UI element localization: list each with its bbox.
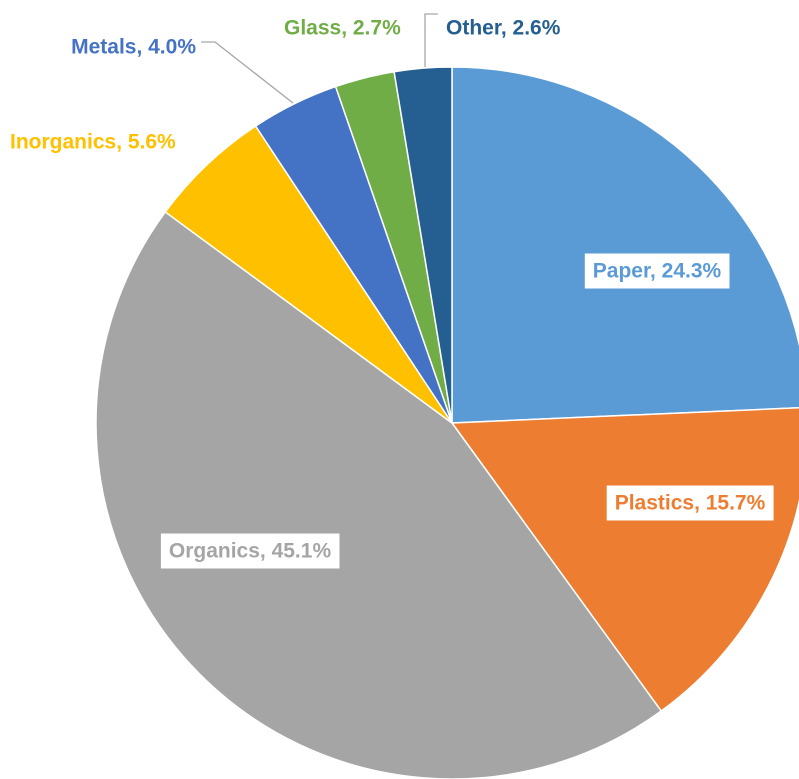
leader-lines xyxy=(201,13,438,104)
data-label-text-inorganics: Inorganics, 5.6% xyxy=(10,131,176,154)
data-label-text-organics: Organics, 45.1% xyxy=(169,540,332,563)
leader-line-metals xyxy=(201,41,294,104)
data-label-box-organics xyxy=(160,533,340,569)
data-label-text-glass: Glass, 2.7% xyxy=(284,17,401,40)
data-label-box-paper xyxy=(584,253,730,289)
pie-slice-other xyxy=(393,66,453,424)
data-label-box-plastics xyxy=(606,485,774,521)
pie-slice-paper xyxy=(451,66,799,424)
data-label-inorganics: Inorganics, 5.6% xyxy=(10,131,176,154)
data-label-metals: Metals, 4.0% xyxy=(71,36,196,59)
data-label-glass: Glass, 2.7% xyxy=(284,17,401,40)
data-label-text-plastics: Plastics, 15.7% xyxy=(615,492,766,515)
data-label-organics: Organics, 45.1% xyxy=(160,533,340,569)
data-label-paper: Paper, 24.3% xyxy=(584,253,730,289)
data-labels: Paper, 24.3% Plastics, 15.7% Organics, 45.… xyxy=(10,17,774,569)
pie-slice-organics xyxy=(95,210,663,779)
pie-slices xyxy=(95,66,799,779)
data-label-other: Other, 2.6% xyxy=(446,17,561,40)
data-label-text-other: Other, 2.6% xyxy=(446,17,561,40)
pie-slice-plastics xyxy=(450,406,799,713)
data-label-text-metals: Metals, 4.0% xyxy=(71,36,196,59)
leader-line-other xyxy=(424,13,438,67)
data-label-text-paper: Paper, 24.3% xyxy=(593,260,722,283)
data-label-plastics: Plastics, 15.7% xyxy=(606,485,774,521)
